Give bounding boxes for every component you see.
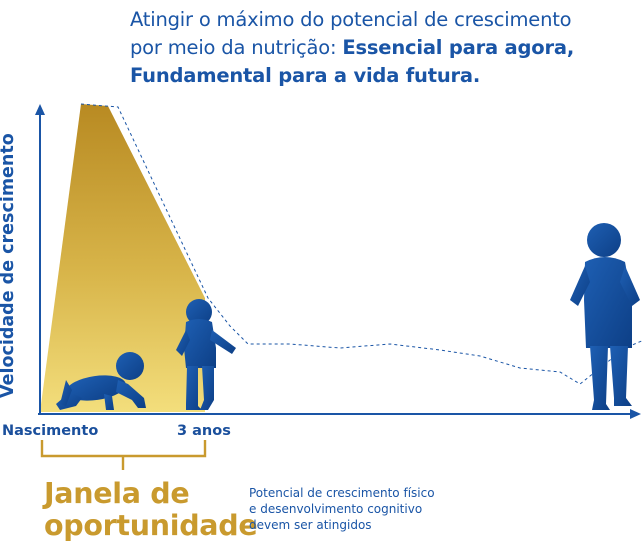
headline-line-1: Atingir o máximo do potencial de crescim… [130,8,572,31]
window-description: Potencial de crescimento físico e desenv… [249,485,435,533]
headline-line-2: por meio da nutrição: Essencial para ago… [130,34,644,62]
headline-line-3-bold: Fundamental para a vida futura. [130,64,481,87]
headline-line-2-bold: Essencial para agora, [342,36,575,59]
window-title-line-1: Janela de [44,477,190,510]
x-tick-three-years: 3 anos [177,423,231,439]
window-desc-line-2: e desenvolvimento cognitivo [249,502,423,516]
y-axis-label: Velocidade de crescimento [0,133,18,398]
child-icon [570,223,640,410]
headline: Atingir o máximo do potencial de crescim… [130,6,644,90]
window-desc-line-3: devem ser atingidos [249,518,372,532]
toddler-icon [176,299,236,410]
headline-line-2-regular: por meio da nutrição: [130,36,343,59]
window-bracket [40,440,207,470]
y-axis-arrow-icon [35,104,45,115]
window-desc-line-1: Potencial de crescimento físico [249,486,435,500]
opportunity-window-area [40,104,205,412]
window-title-line-2: oportunidade [44,509,258,542]
headline-line-3: Fundamental para a vida futura. [130,62,644,90]
x-tick-birth: Nascimento [2,423,99,439]
growth-velocity-curve [80,103,644,385]
window-title: Janela de oportunidade [44,477,258,542]
crawling-baby-icon [56,352,146,410]
x-axis-arrow-icon [630,409,641,419]
